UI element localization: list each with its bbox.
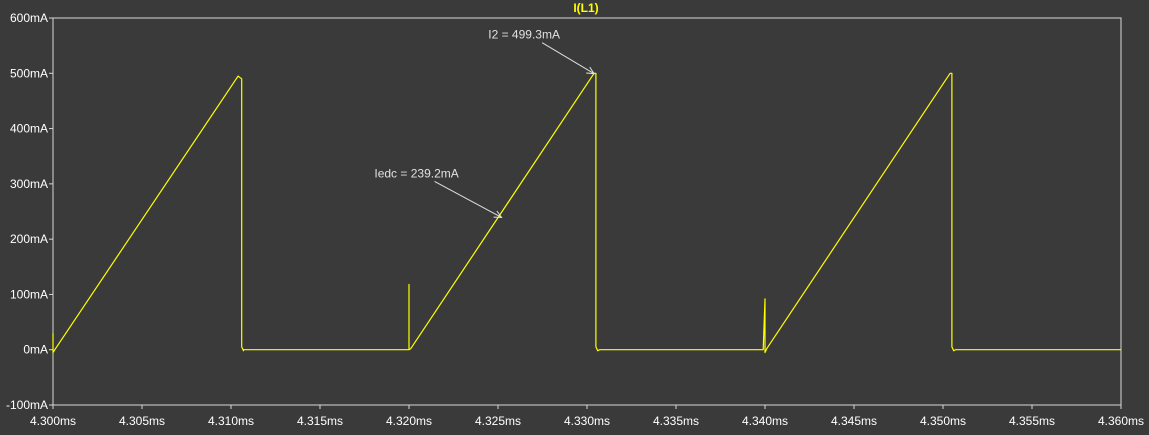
- y-tick-label: 400mA: [10, 122, 48, 136]
- x-tick-label: 4.315ms: [297, 414, 343, 428]
- y-tick-label: 100mA: [10, 287, 48, 301]
- series-line-0: [52, 72, 1121, 354]
- chart-title: I(L1): [573, 1, 598, 15]
- x-tick-label: 4.300ms: [30, 414, 76, 428]
- x-tick-label: 4.330ms: [564, 414, 610, 428]
- y-tick-label: 0mA: [23, 343, 48, 357]
- x-tick-label: 4.355ms: [1009, 414, 1055, 428]
- x-tick-label: 4.320ms: [386, 414, 432, 428]
- x-tick-label: 4.325ms: [475, 414, 521, 428]
- y-tick-label: -100mA: [6, 398, 48, 412]
- y-axis: 600mA 500mA 400mA 300mA 200mA 100mA 0mA -100mA: [6, 11, 53, 412]
- y-tick-label: 300mA: [10, 177, 48, 191]
- y-tick-label: 200mA: [10, 232, 48, 246]
- annotation-arrow: [541, 42, 595, 75]
- x-tick-label: 4.345ms: [831, 414, 877, 428]
- series-layer: [52, 72, 1121, 354]
- annotation-layer: I2 = 499.3mA Iedc = 239.2mA: [374, 28, 596, 219]
- x-axis: 4.300ms 4.305ms 4.310ms 4.315ms 4.320ms 4.325…: [30, 405, 1144, 428]
- annotation-arrow: [434, 181, 502, 218]
- x-tick-label: 4.310ms: [208, 414, 254, 428]
- y-tick-label: 600mA: [10, 11, 48, 25]
- annotation-label: Iedc = 239.2mA: [374, 166, 458, 180]
- x-tick-label: 4.350ms: [920, 414, 966, 428]
- annotation-arrowhead: [493, 210, 503, 219]
- annotation: Iedc = 239.2mA: [374, 166, 503, 219]
- y-tick-label: 500mA: [10, 66, 48, 80]
- x-tick-label: 4.360ms: [1098, 414, 1144, 428]
- annotation: I2 = 499.3mA: [488, 28, 596, 75]
- x-tick-label: 4.340ms: [742, 414, 788, 428]
- annotation-arrowhead: [586, 66, 596, 75]
- x-tick-label: 4.305ms: [119, 414, 165, 428]
- x-tick-label: 4.335ms: [653, 414, 699, 428]
- annotation-label: I2 = 499.3mA: [488, 28, 560, 42]
